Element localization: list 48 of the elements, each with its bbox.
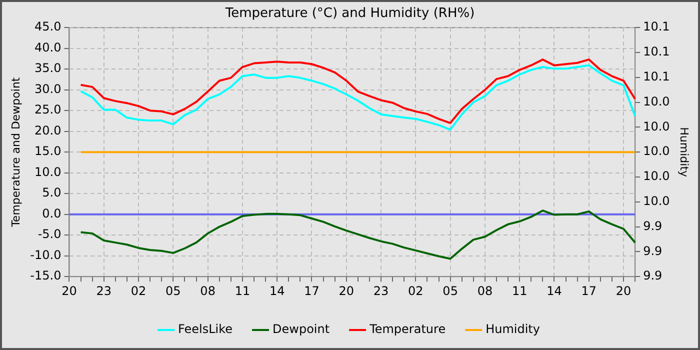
legend-label: Humidity xyxy=(486,322,540,336)
x-tick-label: 20 xyxy=(616,284,632,298)
y-tick-label: 25.0 xyxy=(34,102,62,117)
y2-tick-label: 9.9 xyxy=(643,218,662,233)
x-tick-label: 17 xyxy=(581,284,597,298)
x-tick-label: 17 xyxy=(304,284,320,298)
y2-tick-label: 10.0 xyxy=(643,169,670,184)
y-tick-label: 40.0 xyxy=(34,40,62,54)
y2-tick-label: 10.0 xyxy=(643,94,670,108)
y-tick-label: 45.0 xyxy=(34,20,62,34)
x-tick-label: 14 xyxy=(546,284,562,298)
y-tick-label: 20.0 xyxy=(34,123,62,138)
y2-axis-title: Humidity xyxy=(678,127,691,178)
legend-label: Dewpoint xyxy=(272,322,330,336)
legend-label: FeelsLike xyxy=(178,322,233,336)
y2-tick-label: 10.1 xyxy=(643,70,670,84)
y2-tick-label: 10.0 xyxy=(643,144,670,158)
y-axis-title: Temperature and Dewpoint xyxy=(9,76,22,228)
y2-tick-label: 9.9 xyxy=(643,268,662,283)
x-tick-label: 02 xyxy=(130,284,146,298)
y-tick-label: 30.0 xyxy=(34,82,62,96)
y-tick-label: -5.0 xyxy=(38,227,62,242)
x-tick-label: 23 xyxy=(373,284,389,298)
y-tick-label: 5.0 xyxy=(42,186,62,200)
x-tick-label: 23 xyxy=(96,284,112,298)
y2-tick-label: 10.1 xyxy=(643,20,670,34)
x-tick-label: 02 xyxy=(408,284,424,298)
x-tick-label: 08 xyxy=(477,284,493,298)
y-tick-label: -15.0 xyxy=(30,268,62,283)
x-tick-label: 11 xyxy=(512,284,528,298)
x-tick-label: 20 xyxy=(338,284,354,298)
y2-tick-label: 9.9 xyxy=(643,244,662,258)
y-tick-label: 15.0 xyxy=(34,144,62,158)
x-tick-label: 14 xyxy=(269,284,285,298)
y2-tick-label: 10.0 xyxy=(643,119,670,134)
chart-title: Temperature (°C) and Humidity (RH%) xyxy=(224,6,475,22)
x-tick-label: 08 xyxy=(200,284,216,298)
y-tick-label: 0.0 xyxy=(42,206,62,220)
y-tick-label: 10.0 xyxy=(34,164,62,179)
legend-label: Temperature xyxy=(368,322,446,336)
y-tick-label: 35.0 xyxy=(34,61,62,76)
y-tick-label: -10.0 xyxy=(30,248,62,262)
y2-tick-label: 10.1 xyxy=(643,44,670,59)
y2-tick-label: 10.0 xyxy=(643,194,670,208)
x-tick-label: 20 xyxy=(62,284,77,298)
x-tick-label: 05 xyxy=(166,284,181,298)
x-tick-label: 11 xyxy=(234,284,250,298)
x-tick-label: 05 xyxy=(442,284,458,298)
